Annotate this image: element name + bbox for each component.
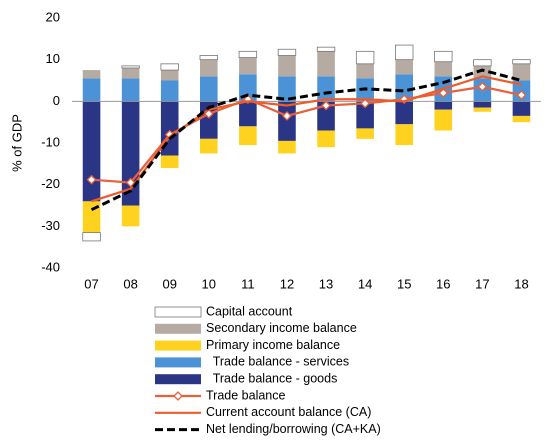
bar-segment	[121, 65, 140, 69]
legend-swatch	[155, 323, 201, 334]
bar-segment	[278, 140, 296, 154]
bar-segment	[356, 101, 374, 129]
bar-segment	[160, 63, 179, 71]
bar-segment	[199, 138, 218, 154]
bar-segment	[356, 128, 374, 139]
legend-swatch	[155, 340, 201, 351]
legend-label: Trade balance	[206, 388, 285, 402]
bar-segment	[434, 61, 453, 77]
bar-segment	[239, 74, 257, 102]
bar-segment	[82, 78, 101, 102]
bar-segment	[199, 101, 218, 139]
point-marker	[321, 100, 331, 111]
x-tick-label: 13	[319, 276, 333, 291]
bar-segment	[121, 68, 140, 79]
legend-swatch	[155, 357, 201, 368]
bar-segment	[278, 55, 296, 77]
bar-segment	[317, 101, 335, 131]
point-marker	[86, 174, 97, 185]
line-series	[91, 85, 522, 184]
bar-segment	[316, 46, 336, 52]
bar-segment	[395, 101, 414, 125]
bar-segment	[160, 80, 179, 102]
bar-segment	[82, 70, 101, 79]
x-tick-label: 15	[397, 276, 411, 291]
bar-segment	[277, 48, 297, 56]
bar-segment	[199, 55, 218, 61]
x-tick-label: 18	[514, 276, 528, 291]
bar-segment	[278, 101, 296, 141]
x-tick-label: 11	[241, 276, 255, 291]
legend-label: Secondary income balance	[206, 321, 357, 335]
x-tick-label: 07	[84, 276, 98, 291]
y-tick-label: 0	[53, 93, 60, 108]
y-tick-label: -20	[41, 176, 60, 191]
legend-label: Trade balance - services	[206, 355, 349, 369]
bar-segment	[473, 59, 492, 67]
point-marker	[477, 81, 488, 92]
bar-segment	[199, 76, 218, 102]
point-marker	[282, 110, 292, 121]
bar-segment	[317, 76, 335, 102]
bar-segment	[82, 232, 101, 242]
bar-segment	[434, 109, 453, 131]
bar-segment	[199, 59, 218, 77]
bar-segment	[121, 205, 140, 227]
bar-segment	[317, 130, 335, 148]
legend-swatch	[154, 306, 202, 318]
bar-segment	[239, 57, 257, 75]
point-marker	[438, 88, 449, 98]
bar-segment	[317, 51, 335, 77]
bar-segment	[395, 124, 414, 146]
bar-segment	[355, 50, 375, 65]
x-tick-label: 17	[475, 276, 489, 291]
legend-label: Net lending/borrowing (CA+KA)	[206, 422, 381, 436]
x-tick-label: 14	[358, 276, 372, 291]
bar-segment	[473, 101, 492, 108]
x-tick-label: 08	[123, 276, 137, 291]
legend-swatch	[155, 374, 201, 385]
bar-segment	[512, 59, 531, 65]
y-tick-label: -30	[41, 218, 60, 233]
point-marker	[516, 90, 527, 101]
y-axis-label: % of GDP	[9, 114, 24, 172]
y-tick-label: -10	[41, 134, 60, 149]
bar-segment	[239, 126, 257, 146]
bar-segment	[512, 101, 531, 116]
line-series	[90, 68, 522, 212]
bar-segment	[473, 65, 492, 79]
legend-label: Current account balance (CA)	[206, 405, 371, 419]
bar-segment	[473, 107, 492, 112]
legend-label: Capital account	[206, 304, 293, 318]
bar-segment	[121, 78, 140, 102]
bar-segment	[239, 101, 257, 127]
bar-segment	[512, 63, 531, 81]
bar-segment	[395, 59, 414, 75]
bar-segment	[121, 101, 140, 206]
bar-segment	[356, 63, 374, 79]
x-tick-label: 09	[162, 276, 176, 291]
x-tick-label: 12	[280, 276, 294, 291]
bar-segment	[395, 44, 414, 61]
y-tick-label: 10	[46, 51, 60, 66]
bar-segment	[434, 101, 453, 110]
x-tick-label: 10	[202, 276, 216, 291]
legend-marker	[173, 391, 183, 401]
bar-segment	[160, 70, 179, 81]
bar-segment	[160, 155, 179, 168]
y-tick-label: 20	[46, 9, 60, 24]
bar-segment	[238, 50, 258, 58]
y-tick-label: -40	[41, 259, 60, 274]
bar-segment	[82, 101, 101, 202]
x-tick-label: 16	[436, 276, 450, 291]
bar-segment	[278, 76, 296, 102]
bar-segment	[434, 50, 453, 63]
legend-label: Primary income balance	[206, 338, 340, 352]
legend-label: Trade balance - goods	[206, 371, 337, 385]
bar-segment	[512, 115, 531, 123]
bar-segment	[395, 74, 414, 102]
point-marker	[360, 98, 371, 109]
